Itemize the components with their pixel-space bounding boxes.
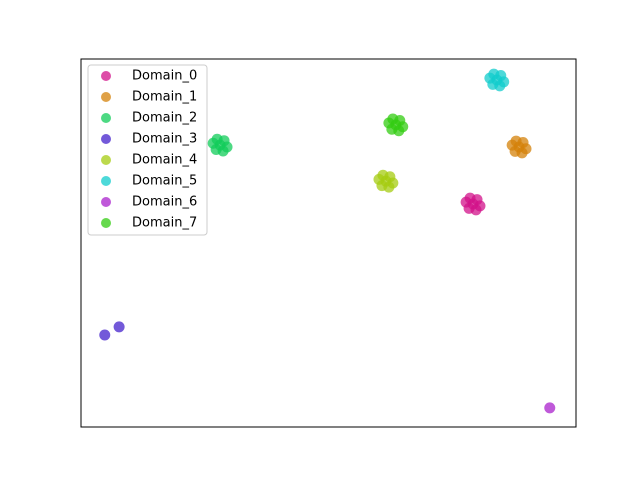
legend-label: Domain_7 — [132, 216, 197, 231]
legend-marker — [101, 92, 111, 102]
data-point — [394, 114, 406, 126]
legend-label: Domain_4 — [132, 153, 197, 168]
data-point — [384, 171, 396, 183]
data-point — [509, 145, 521, 157]
legend-label: Domain_1 — [132, 90, 197, 105]
data-point — [113, 321, 125, 333]
data-point — [495, 70, 507, 82]
data-point — [386, 123, 398, 135]
data-point — [544, 402, 556, 414]
legend-label: Domain_5 — [132, 174, 197, 189]
legend-marker — [101, 197, 111, 207]
data-point — [487, 78, 499, 90]
data-point — [517, 137, 529, 149]
legend-label: Domain_6 — [132, 195, 197, 210]
legend-marker — [101, 218, 111, 228]
data-point — [218, 135, 230, 147]
plot-frame — [80, 58, 577, 428]
legend-marker — [101, 155, 111, 165]
legend-marker — [101, 113, 111, 123]
data-point — [463, 202, 475, 214]
data-point — [376, 180, 388, 192]
data-point — [99, 329, 111, 341]
legend-label: Domain_2 — [132, 111, 197, 126]
legend-label: Domain_0 — [132, 69, 197, 84]
legend-marker — [101, 71, 111, 81]
legend-marker — [101, 134, 111, 144]
legend-label: Domain_3 — [132, 132, 197, 147]
legend-box — [87, 64, 208, 236]
data-point — [471, 194, 483, 206]
legend-marker — [101, 176, 111, 186]
data-point — [210, 144, 222, 156]
